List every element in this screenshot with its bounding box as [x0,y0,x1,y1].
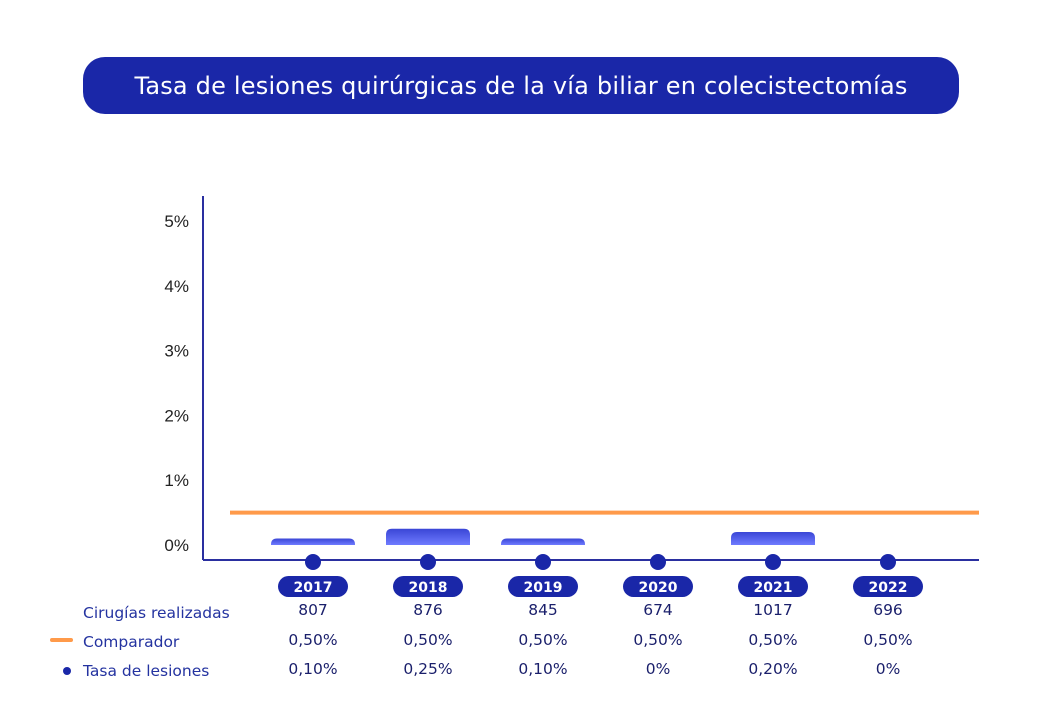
year-label-2020: 2020 [639,580,678,596]
y-tick-label: 1% [164,471,189,490]
rate-dot-2021 [765,554,781,570]
surgeries-value-2021: 1017 [753,601,793,619]
year-label-2019: 2019 [524,580,563,596]
rate-value-2018: 0,25% [403,660,453,678]
row-label-comparator: Comparador [83,633,180,651]
y-tick-label: 0% [164,536,189,555]
rate-dot-2020 [650,554,666,570]
year-label-2021: 2021 [754,580,793,596]
comparator-value-2022: 0,50% [863,631,913,649]
bar-2021 [731,532,815,545]
comparator-value-2020: 0,50% [633,631,683,649]
bar-2018 [386,528,470,545]
year-pill-2022 [853,576,923,597]
bar-2019 [501,538,585,545]
chart-title-bar: Tasa de lesiones quirúrgicas de la vía b… [83,57,959,114]
year-label-2017: 2017 [294,580,333,596]
comparator-value-2021: 0,50% [748,631,798,649]
year-pill-2020 [623,576,693,597]
rate-dot-2019 [535,554,551,570]
year-label-2022: 2022 [869,580,908,596]
rate-dot-2022 [880,554,896,570]
year-pill-2017 [278,576,348,597]
surgeries-value-2017: 807 [298,601,328,619]
y-tick-label: 5% [164,212,189,231]
year-pill-2021 [738,576,808,597]
rate-dot-2018 [420,554,436,570]
rate-value-2021: 0,20% [748,660,798,678]
comparator-value-2017: 0,50% [288,631,338,649]
comparator-value-2019: 0,50% [518,631,568,649]
comparator-legend-line [50,638,73,642]
year-pill-2019 [508,576,578,597]
surgeries-value-2019: 845 [528,601,558,619]
rate-legend-dot [63,667,71,675]
year-label-2018: 2018 [409,580,448,596]
comparator-value-2018: 0,50% [403,631,453,649]
surgeries-value-2018: 876 [413,601,443,619]
rate-value-2022: 0% [875,660,901,678]
rate-value-2019: 0,10% [518,660,568,678]
rate-value-2020: 0% [645,660,671,678]
year-pill-2018 [393,576,463,597]
chart-title: Tasa de lesiones quirúrgicas de la vía b… [134,71,908,100]
row-label-surgeries: Cirugías realizadas [83,604,230,622]
y-tick-label: 3% [164,342,189,361]
row-label-rate: Tasa de lesiones [83,662,210,680]
rate-value-2017: 0,10% [288,660,338,678]
y-tick-label: 4% [164,277,189,296]
bar-2017 [271,538,355,545]
surgeries-value-2020: 674 [643,601,673,619]
surgeries-value-2022: 696 [873,601,903,619]
y-tick-label: 2% [164,406,189,425]
rate-dot-2017 [305,554,321,570]
